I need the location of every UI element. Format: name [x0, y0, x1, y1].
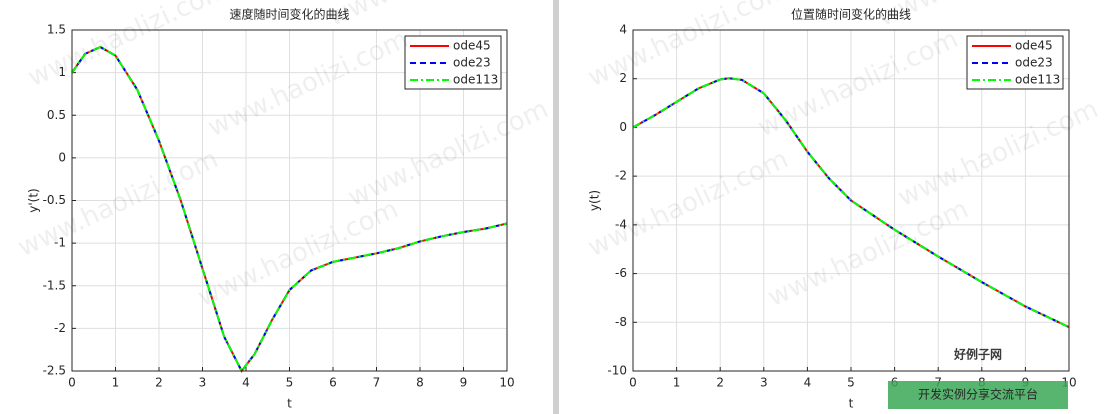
x-tick-label: 1	[673, 376, 681, 390]
x-tick-label: 2	[155, 376, 163, 390]
axes-box	[632, 29, 1070, 372]
y-tick-label: -8	[615, 315, 627, 329]
y-tick-label: -10	[607, 364, 627, 378]
y-tick-label: -6	[615, 266, 627, 280]
y-tick-label: -4	[615, 217, 627, 231]
x-tick-label: 5	[286, 376, 294, 390]
x-tick-label: 10	[499, 376, 514, 390]
legend-label: ode113	[1015, 73, 1060, 87]
x-tick-label: 2	[716, 376, 724, 390]
y-tick-label: -1.5	[43, 278, 66, 292]
y-tick-label: 1.5	[47, 23, 66, 37]
axes-box	[71, 29, 508, 372]
series-line	[71, 45, 508, 373]
y-tick-label: 0	[619, 120, 627, 134]
x-tick-label: 3	[760, 376, 768, 390]
chart-title: 速度随时间变化的曲线	[229, 7, 349, 22]
legend-label: ode23	[1015, 56, 1053, 70]
x-tick-label: 4	[242, 376, 250, 390]
x-tick-label: 4	[804, 376, 812, 390]
x-tick-label: 7	[373, 376, 381, 390]
y-tick-label: 0.5	[47, 108, 66, 122]
x-axis-label: t	[849, 397, 854, 411]
x-tick-label: 0	[629, 376, 637, 390]
x-tick-label: 0	[68, 376, 76, 390]
y-tick-label: 0	[58, 150, 66, 164]
y-tick-label: -2.5	[43, 364, 66, 378]
y-tick-label: 2	[619, 71, 627, 85]
series-line	[632, 77, 1070, 329]
watermark-logo: 好例子网	[953, 347, 1002, 362]
legend-label: ode45	[453, 39, 491, 53]
x-tick-label: 8	[416, 376, 424, 390]
x-axis-label: t	[287, 397, 292, 411]
x-tick-label: 6	[329, 376, 337, 390]
y-axis-label: y(t)	[588, 190, 602, 211]
y-tick-label: 4	[619, 23, 627, 37]
watermark-band	[888, 381, 1068, 409]
x-tick-label: 3	[199, 376, 207, 390]
legend-label: ode23	[453, 56, 491, 70]
y-tick-label: -2	[54, 321, 66, 335]
chart-title: 位置随时间变化的曲线	[791, 7, 911, 22]
y-axis-label: y'(t)	[27, 188, 41, 212]
y-tick-label: -0.5	[43, 193, 66, 207]
y-tick-label: -2	[615, 169, 627, 183]
x-tick-label: 9	[460, 376, 468, 390]
legend-label: ode113	[453, 73, 498, 87]
y-tick-label: -1	[54, 236, 66, 250]
watermark-slogan: 开发实例分享交流平台	[918, 387, 1038, 402]
x-tick-label: 5	[847, 376, 855, 390]
y-tick-label: 1	[58, 65, 66, 79]
legend-label: ode45	[1015, 39, 1053, 53]
x-tick-label: 1	[112, 376, 120, 390]
divider	[553, 0, 559, 414]
